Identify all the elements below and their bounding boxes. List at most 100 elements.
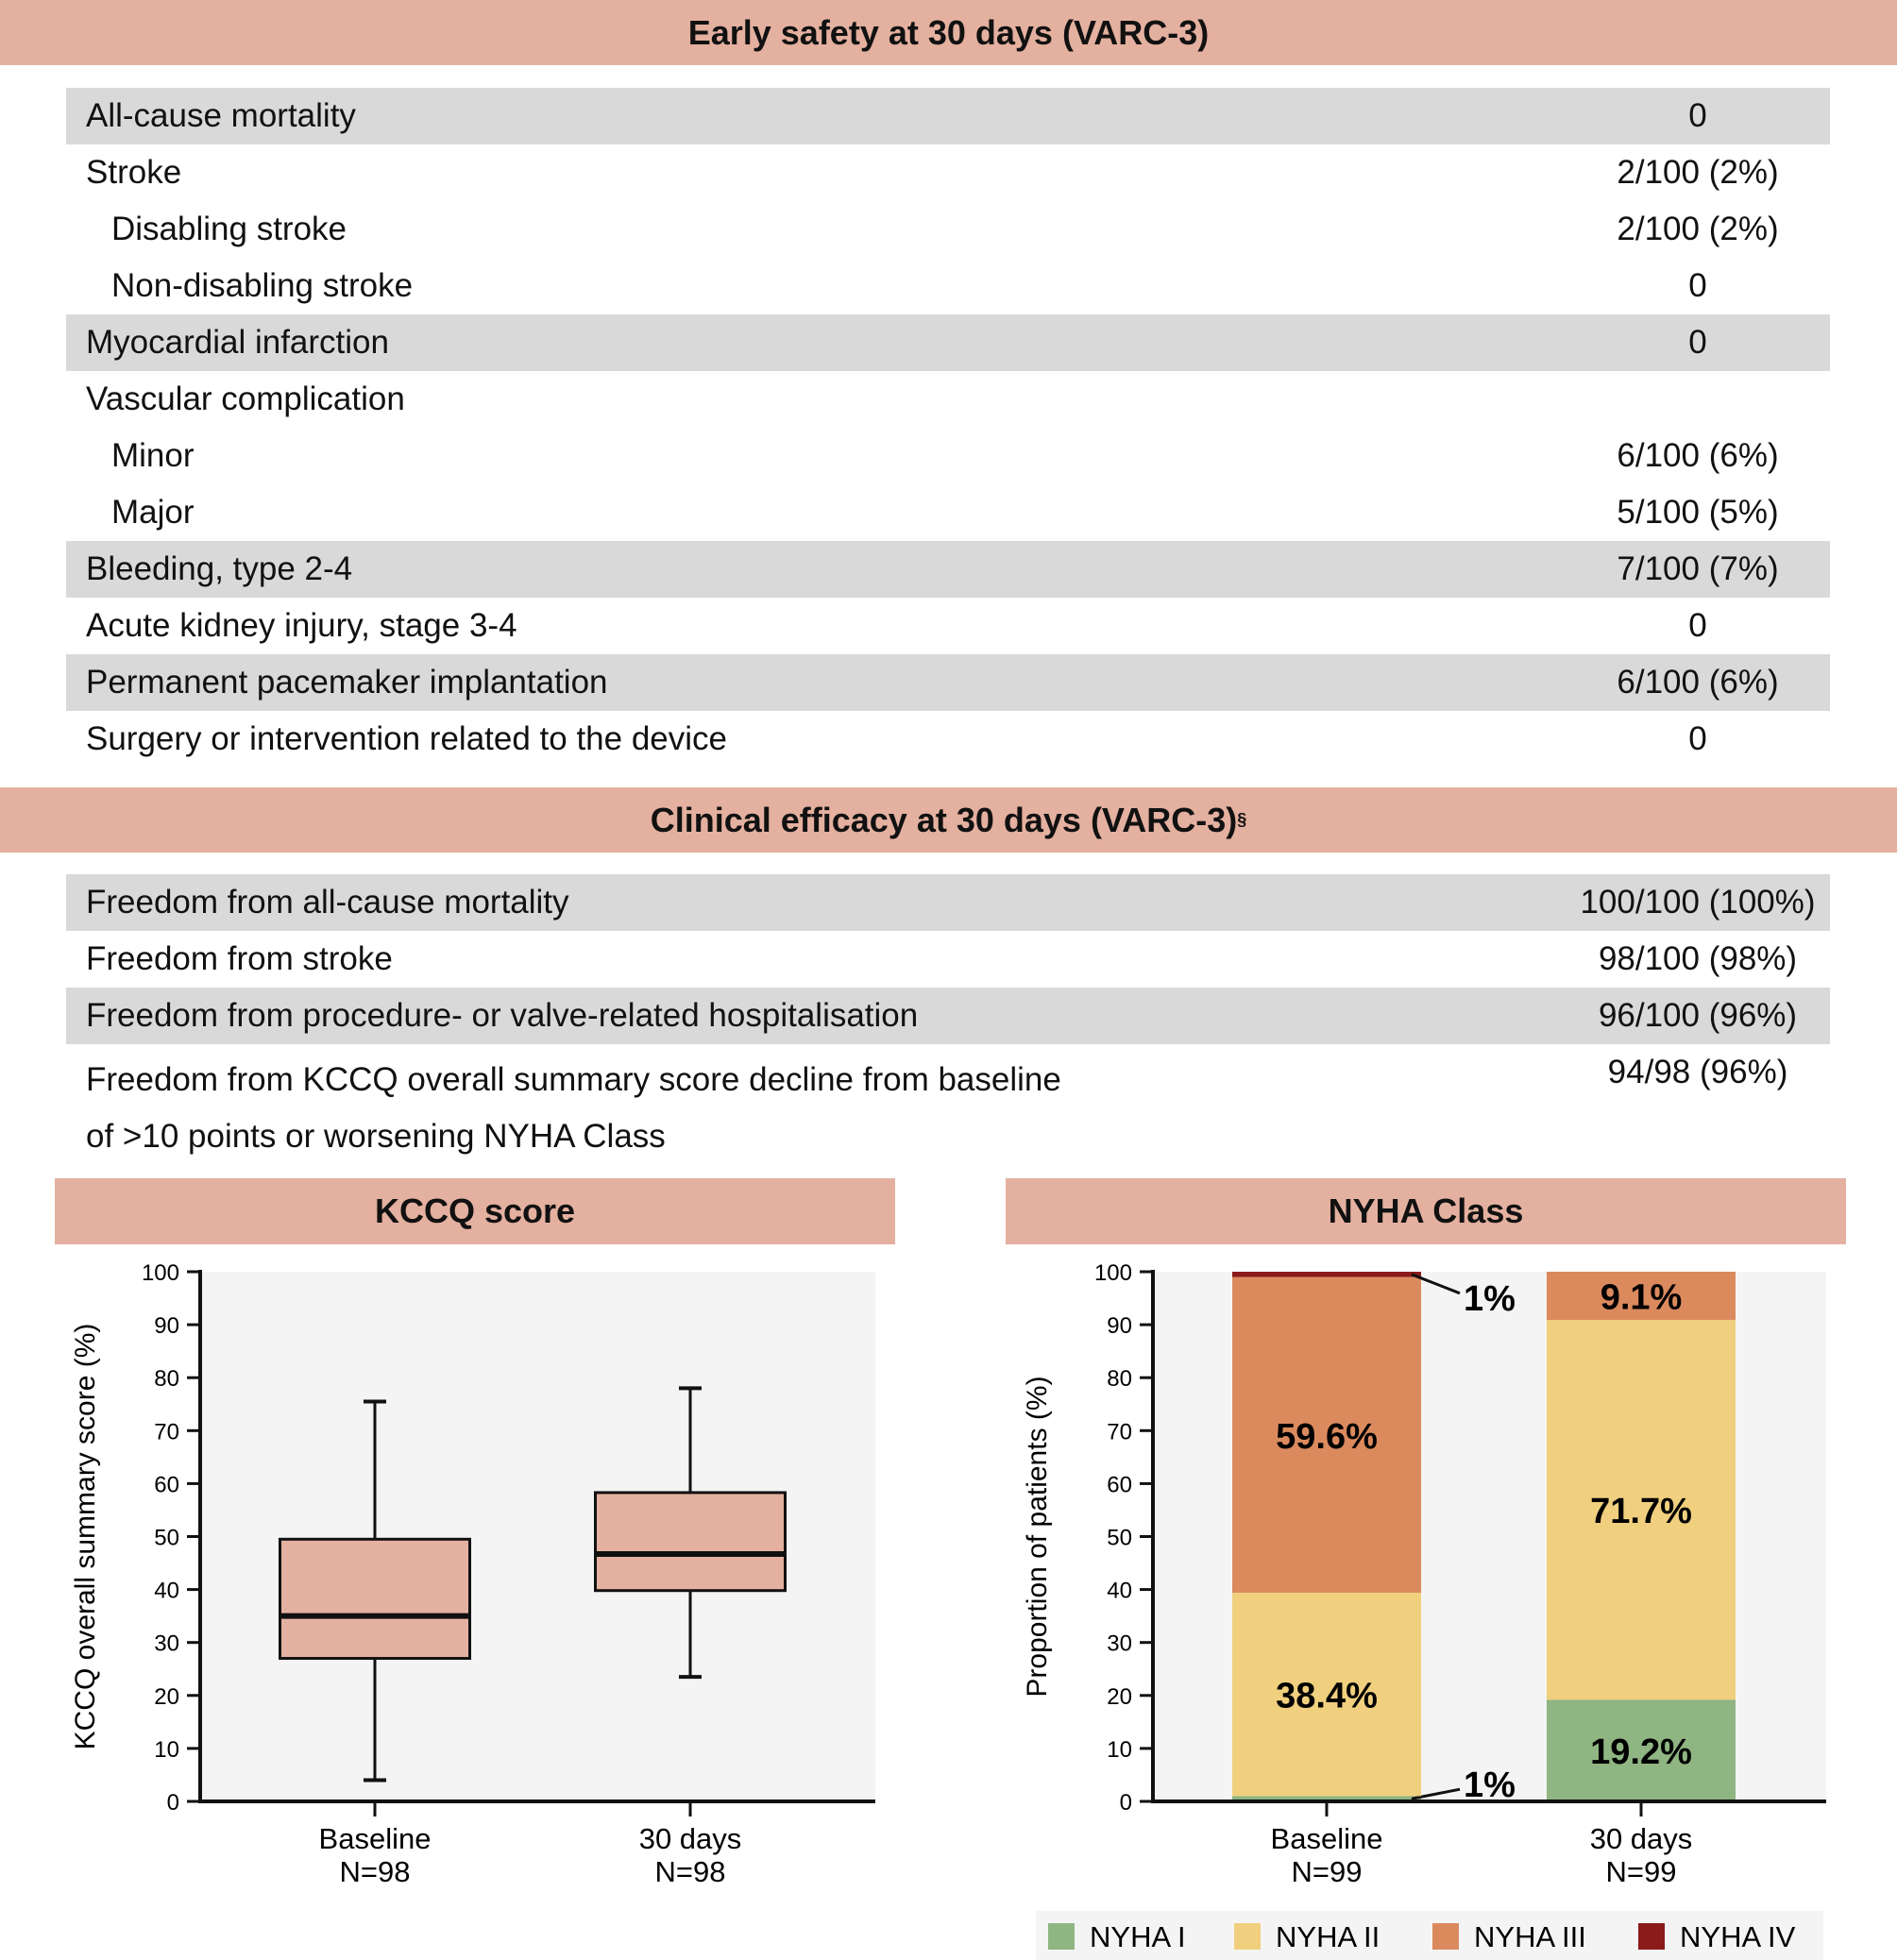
row-label: Major	[111, 494, 195, 531]
data-label: 59.6%	[1276, 1417, 1378, 1457]
table-row: Minor 6/100 (6%)	[66, 428, 1830, 484]
table-row: All-cause mortality 0	[66, 88, 1830, 144]
data-label: 9.1%	[1601, 1278, 1683, 1318]
y-tick-label: 30	[154, 1631, 179, 1657]
table-row: Myocardial infarction 0	[66, 314, 1830, 371]
y-tick-label: 90	[154, 1313, 179, 1339]
row-value: 98/100 (98%)	[1598, 940, 1798, 977]
efficacy-header: Clinical efficacy at 30 days (VARC-3) §	[0, 787, 1897, 853]
table-row: Disabling stroke 2/100 (2%)	[66, 201, 1830, 258]
y-tick-label: 100	[142, 1260, 179, 1286]
x-tick-n-label: N=99	[1292, 1855, 1363, 1888]
legend-swatch	[1234, 1923, 1261, 1950]
row-value: 96/100 (96%)	[1598, 997, 1798, 1034]
table-row: Freedom from all-cause mortality 100/100 …	[66, 874, 1830, 931]
table-row: Bleeding, type 2-4 7/100 (7%)	[66, 541, 1830, 598]
x-tick-label: Baseline	[1271, 1822, 1383, 1855]
row-value: 0	[1688, 324, 1707, 361]
row-value: 5/100 (5%)	[1617, 494, 1779, 531]
row-label: Stroke	[86, 154, 182, 191]
y-tick-label: 80	[1107, 1366, 1132, 1392]
row-label: Freedom from stroke	[86, 940, 393, 977]
row-value: 0	[1688, 97, 1707, 134]
legend-swatch	[1638, 1923, 1665, 1950]
kccq-header: KCCQ score	[55, 1178, 895, 1244]
callout-line	[1411, 1787, 1461, 1800]
y-tick-label: 60	[154, 1472, 179, 1497]
row-label: Myocardial infarction	[86, 324, 389, 361]
row-label: Disabling stroke	[111, 211, 347, 247]
y-tick-label: 50	[154, 1526, 179, 1551]
table-row: Stroke 2/100 (2%)	[66, 144, 1830, 201]
y-tick-label: 70	[1107, 1419, 1132, 1445]
row-label: Freedom from all-cause mortality	[86, 884, 569, 921]
bar-segment	[1232, 1276, 1421, 1593]
table-row: Permanent pacemaker implantation 6/100 (6…	[66, 654, 1830, 711]
row-label: Permanent pacemaker implantation	[86, 664, 608, 701]
row-value: 0	[1688, 607, 1707, 644]
x-tick-n-label: N=99	[1606, 1855, 1677, 1888]
legend-label: NYHA II	[1276, 1920, 1380, 1953]
table-row: Major 5/100 (5%)	[66, 484, 1830, 541]
table-row: Non-disabling stroke 0	[66, 258, 1830, 314]
bar-segment	[1232, 1796, 1421, 1801]
row-label: Freedom from procedure- or valve-related…	[86, 997, 919, 1034]
row-value: 2/100 (2%)	[1617, 211, 1779, 247]
y-tick-label: 10	[1107, 1737, 1132, 1763]
row-label: All-cause mortality	[86, 97, 356, 134]
row-value: 100/100 (100%)	[1580, 884, 1816, 921]
row-value: 2/100 (2%)	[1617, 154, 1779, 191]
legend	[1036, 1911, 1823, 1960]
callout-label: 1%	[1464, 1279, 1516, 1319]
y-tick-label: 40	[1107, 1579, 1132, 1604]
y-tick-label: 10	[154, 1737, 179, 1763]
table-row: Freedom from KCCQ overall summary score …	[66, 1044, 1830, 1157]
row-label: Bleeding, type 2-4	[86, 550, 353, 587]
y-tick-label: 0	[167, 1790, 179, 1816]
row-label: Minor	[111, 437, 195, 474]
x-tick-n-label: N=98	[340, 1855, 411, 1888]
legend-swatch	[1432, 1923, 1459, 1950]
bar-segment	[1547, 1320, 1736, 1700]
y-tick-label: 80	[154, 1366, 179, 1392]
data-label: 19.2%	[1590, 1732, 1692, 1772]
table-row: Freedom from stroke 98/100 (98%)	[66, 931, 1830, 988]
nyha-title: NYHA Class	[1328, 1191, 1524, 1230]
legend-swatch	[1048, 1923, 1075, 1950]
data-label: 71.7%	[1590, 1492, 1692, 1531]
table-row: Acute kidney injury, stage 3-4 0	[66, 598, 1830, 654]
row-label: Surgery or intervention related to the d…	[86, 720, 727, 757]
y-tick-label: 100	[1094, 1260, 1132, 1286]
row-value: 94/98 (96%)	[1607, 1054, 1788, 1090]
data-label: 38.4%	[1276, 1677, 1378, 1716]
kccq-title: KCCQ score	[374, 1191, 576, 1230]
y-tick-label: 0	[1120, 1790, 1132, 1816]
callout-line	[1411, 1273, 1461, 1295]
row-label: Freedom from KCCQ overall summary score …	[86, 1052, 1061, 1165]
legend-label: NYHA IV	[1680, 1920, 1796, 1953]
legend-label: NYHA I	[1090, 1920, 1186, 1953]
box-iqr	[594, 1491, 787, 1593]
bar-segment	[1232, 1272, 1421, 1277]
row-label-line: Freedom from KCCQ overall summary score …	[86, 1061, 1061, 1098]
row-label: Vascular complication	[86, 380, 405, 417]
row-label: Acute kidney injury, stage 3-4	[86, 607, 517, 644]
safety-table: All-cause mortality 0 Stroke 2/100 (2%) Disa…	[66, 88, 1830, 768]
y-tick-label: 60	[1107, 1472, 1132, 1497]
y-tick-label: 40	[154, 1579, 179, 1604]
table-row: Vascular complication	[66, 371, 1830, 428]
y-tick-label: 20	[154, 1684, 179, 1710]
row-value: 6/100 (6%)	[1617, 437, 1779, 474]
bar-segment	[1547, 1272, 1736, 1321]
safety-title: Early safety at 30 days (VARC-3)	[687, 12, 1210, 52]
box-iqr	[279, 1537, 471, 1661]
y-axis-label: KCCQ overall summary score (%)	[70, 1324, 101, 1750]
table-row: Surgery or intervention related to the d…	[66, 711, 1830, 768]
y-tick-label: 30	[1107, 1631, 1132, 1657]
y-axis-label: Proportion of patients (%)	[1022, 1376, 1053, 1697]
row-value: 6/100 (6%)	[1617, 664, 1779, 701]
bar-segment	[1547, 1699, 1736, 1801]
legend-label: NYHA III	[1474, 1920, 1586, 1953]
row-value: 0	[1688, 720, 1707, 757]
